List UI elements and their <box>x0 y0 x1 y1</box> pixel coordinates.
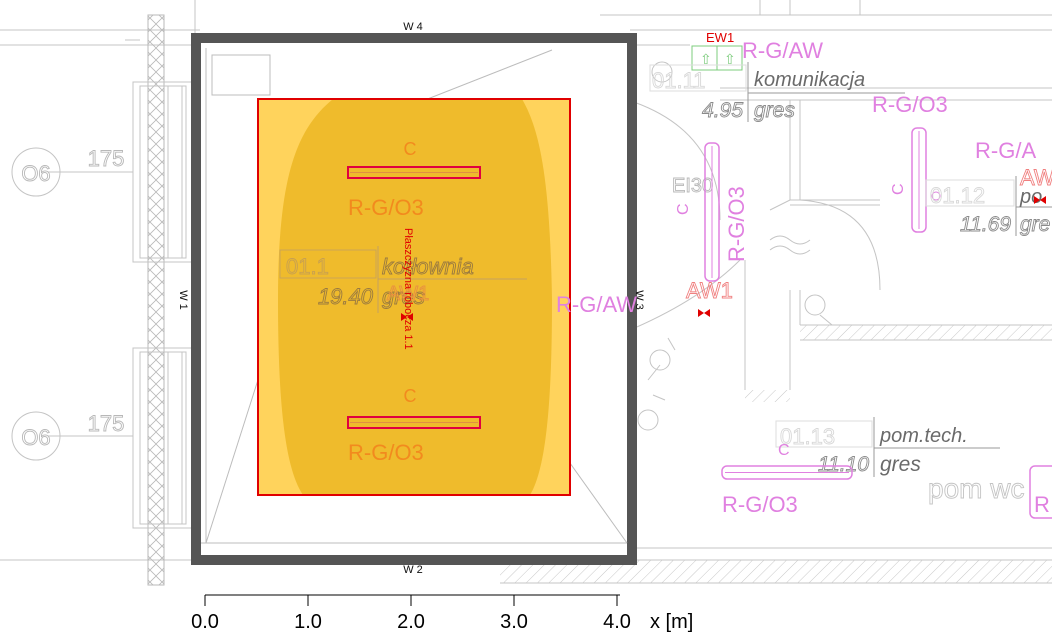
exterior-wall-insulation <box>147 14 165 586</box>
work-plane-label: Płaszczyzna robocza 1.1 <box>402 228 414 350</box>
pink-vertical-fixture-mid <box>704 142 720 282</box>
label-aw-right: AW <box>1020 165 1052 190</box>
window-id-1: O6 <box>21 161 50 186</box>
scale-tick-3: 3.0 <box>500 611 528 632</box>
scale-tick-2: 2.0 <box>397 611 425 632</box>
fixture-icon-mid <box>698 309 710 317</box>
luminaire-bottom: C R-G/O3 <box>347 386 481 465</box>
room-floor-013: gres <box>880 453 921 476</box>
scale-tick-4: 4.0 <box>603 611 631 632</box>
room-area-013: 11.10 <box>818 453 869 476</box>
luminaire-bottom-type: R-G/O3 <box>348 440 424 465</box>
center-fixture-icon <box>401 313 413 321</box>
wall-label-right: W 3 <box>633 290 645 310</box>
room-area-012: 11.69 <box>960 213 1011 236</box>
scale-tick-0: 0.0 <box>191 611 219 632</box>
room-label-012: 01.12 po 11.69 gre <box>925 176 1052 236</box>
scale-unit: x [m] <box>650 611 693 632</box>
wall-label-left: W 1 <box>177 290 189 310</box>
room-name-013: pom.tech. <box>879 425 968 447</box>
stub-wall-hatch <box>745 390 790 402</box>
room-floor-012: gre <box>1020 213 1050 236</box>
label-r-g-a-right: R-G/A <box>975 138 1036 163</box>
center-fixture-label: AW1 <box>387 283 430 305</box>
luminaire-top-code: C <box>404 139 417 159</box>
luminaire-top-type: R-G/O3 <box>348 195 424 220</box>
room-label-komunikacja: 01.11 komunikacja 4.95 gres <box>649 62 905 122</box>
room-label-013: 01.13 pom.tech. 11.10 gres <box>775 417 1000 477</box>
wall-label-bottom: W 2 <box>403 564 423 576</box>
room-number-main: 01.1 <box>286 254 329 279</box>
exit-sign-label: EW1 <box>706 30 734 45</box>
right-wall-hatch <box>800 325 1052 340</box>
room-number-012: 01.12 <box>930 183 985 208</box>
bottom-wall-hatch <box>500 560 1052 583</box>
window-frames <box>40 81 194 529</box>
window-width-2: 175 <box>88 411 125 436</box>
room-name-komunikacja: komunikacja <box>754 69 865 91</box>
exit-sign: ⇧ ⇧ EW1 <box>691 30 743 71</box>
room-name-pomwc: pom wc <box>928 473 1024 504</box>
label-c-vertical: C <box>675 203 692 215</box>
room-floor-main: gres <box>382 284 425 309</box>
window-id-2: O6 <box>21 425 50 450</box>
label-r-g-o3-top-right: R-G/O3 <box>872 92 948 117</box>
luminaire-bottom-code: C <box>404 386 417 406</box>
label-c-right: C <box>890 183 907 195</box>
label-r-bottom-right: R <box>1034 492 1050 517</box>
label-aw1-mid: AW1 <box>686 278 733 303</box>
label-ei30: EI30 <box>672 175 713 197</box>
label-c-bottom: C <box>778 442 790 459</box>
pink-vertical-fixture-right <box>911 127 927 233</box>
room-area-komunikacja: 4.95 <box>702 99 743 122</box>
label-r-g-aw-mid: R-G/AW <box>556 292 637 317</box>
room-number-komunikacja: 01.11 <box>652 68 705 93</box>
label-r-g-o3-vertical: R-G/O3 <box>724 186 749 262</box>
scale-tick-1: 1.0 <box>294 611 322 632</box>
window-width-1: 175 <box>88 146 125 171</box>
wall-label-top: W 4 <box>403 21 423 33</box>
pink-horizontal-fixture <box>721 465 853 480</box>
room-number-013: 01.13 <box>780 424 835 449</box>
room-area-main: 19.40 <box>318 284 374 309</box>
room-floor-komunikacja: gres <box>754 99 795 122</box>
luminaire-top: C R-G/O3 <box>347 139 481 220</box>
room-name-012: po <box>1019 186 1042 208</box>
scale-bar: 0.0 1.0 2.0 3.0 4.0 x [m] <box>191 594 693 632</box>
illuminance-inner-zone <box>278 99 552 495</box>
svg-text:⇧: ⇧ <box>700 51 712 67</box>
pink-fixture-edge <box>1029 465 1052 519</box>
label-r-g-o3-bottom: R-G/O3 <box>722 492 798 517</box>
room-name-main: kotłownia <box>382 254 474 279</box>
svg-text:⇧: ⇧ <box>724 51 736 67</box>
label-r-g-aw-top: R-G/AW <box>742 38 823 63</box>
room-label-main: 01.1 kotłownia 19.40 gres <box>279 246 527 313</box>
fixture-icon-right <box>1034 196 1046 204</box>
work-plane <box>257 98 571 496</box>
